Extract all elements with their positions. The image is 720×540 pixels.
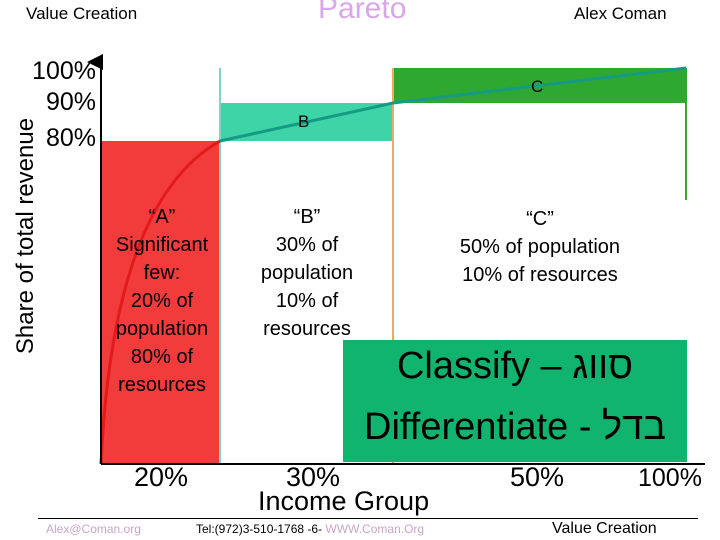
zone-c-description: “C” 50% of population 10% of resources [412, 205, 668, 289]
zone-b-description: “B” 30% of population 10% of resources [248, 203, 366, 343]
zone-b-line: 10% of [275, 290, 339, 312]
y-tick-80: 80% [45, 124, 96, 152]
differentiate-text: Differentiate - בדל [364, 405, 666, 448]
zone-c-line: 50% of population [459, 236, 621, 258]
zone-c-line: “C” [526, 208, 554, 230]
y-tick-100: 100% [32, 57, 96, 85]
pareto-curve-a [99, 139, 221, 465]
differentiate-banner: Differentiate - בדל [343, 392, 687, 462]
zone-a-line: population [115, 318, 209, 340]
zone-a-description: “A” Significant few: 20% of population 8… [104, 203, 220, 399]
x-tick-50: 50% [510, 462, 565, 492]
zone-b-line: 30% of [275, 234, 339, 256]
header-left-title: Value Creation [26, 4, 138, 23]
pareto-curve-c [392, 66, 687, 105]
zone-c-line: 10% of resources [462, 264, 618, 286]
zone-b-line: resources [263, 318, 351, 340]
footer-url-link[interactable]: WWW.Coman.Org [325, 522, 425, 536]
zone-b-line: population [260, 262, 354, 284]
y-axis-label: Share of total revenue [12, 117, 39, 355]
zone-a-line: resources [118, 374, 206, 396]
zone-letter-c: C [531, 77, 544, 96]
pareto-curve-b [219, 101, 394, 143]
classify-text: Classify – סווג [396, 344, 633, 387]
zone-a-line: few: [143, 262, 181, 284]
zone-a-line: 20% of [130, 290, 194, 312]
zone-b-line: “B” [293, 206, 321, 228]
slide-title: Pareto [318, 0, 407, 25]
footer-email-link[interactable]: Alex@Coman.org [46, 522, 141, 536]
classify-banner: Classify – סווג [343, 340, 687, 392]
header-author: Alex Coman [574, 4, 667, 23]
y-tick-90: 90% [45, 88, 96, 116]
footer-tel-text: Tel:(972)3-510-1768 -6- [196, 522, 326, 536]
footer-contact: Tel:(972)3-510-1768 -6- WWW.Coman.Org [196, 522, 424, 536]
x-tick-100: 100% [638, 464, 702, 492]
zone-a-line: Significant [115, 234, 209, 256]
zone-a-line: “A” [148, 206, 176, 228]
x-tick-20: 20% [134, 462, 189, 492]
zone-a-line: 80% of [130, 346, 194, 368]
x-axis-label: Income Group [258, 486, 430, 516]
footer-divider [38, 518, 698, 519]
x-tick-30: 30% [286, 462, 341, 492]
footer-right-title: Value Creation [552, 520, 657, 537]
zone-letter-b: B [298, 112, 310, 131]
